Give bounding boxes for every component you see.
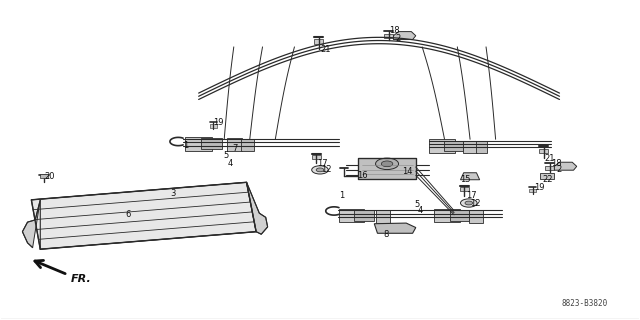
FancyBboxPatch shape — [545, 166, 554, 170]
FancyBboxPatch shape — [376, 210, 390, 223]
Text: 17: 17 — [466, 191, 476, 200]
FancyBboxPatch shape — [314, 39, 323, 44]
Text: 18: 18 — [551, 159, 562, 168]
Polygon shape — [22, 200, 40, 248]
FancyBboxPatch shape — [312, 155, 321, 159]
Circle shape — [465, 201, 472, 205]
FancyBboxPatch shape — [444, 140, 463, 151]
Text: 1: 1 — [339, 190, 344, 200]
Text: 3: 3 — [170, 189, 175, 198]
Text: 21: 21 — [320, 44, 330, 54]
Text: 15: 15 — [461, 175, 471, 184]
Text: 18: 18 — [389, 27, 399, 36]
Text: 19: 19 — [212, 118, 223, 127]
FancyBboxPatch shape — [435, 209, 460, 222]
Text: 1: 1 — [182, 141, 188, 150]
Polygon shape — [358, 158, 416, 179]
Polygon shape — [246, 182, 268, 234]
Circle shape — [316, 168, 324, 172]
Text: 12: 12 — [321, 165, 332, 174]
Polygon shape — [554, 162, 577, 170]
Text: 4: 4 — [227, 159, 233, 168]
FancyBboxPatch shape — [185, 137, 212, 151]
Circle shape — [376, 158, 399, 170]
Polygon shape — [374, 223, 416, 233]
FancyBboxPatch shape — [469, 210, 483, 223]
FancyBboxPatch shape — [529, 189, 536, 192]
FancyBboxPatch shape — [241, 139, 254, 151]
Text: 17: 17 — [317, 159, 328, 168]
Text: 22: 22 — [542, 175, 553, 184]
FancyBboxPatch shape — [40, 174, 48, 178]
FancyBboxPatch shape — [385, 34, 394, 38]
Text: 2: 2 — [556, 165, 561, 174]
Polygon shape — [31, 182, 256, 249]
Text: 21: 21 — [545, 154, 556, 163]
FancyBboxPatch shape — [429, 139, 455, 153]
FancyBboxPatch shape — [355, 210, 374, 221]
Text: 8823-B3820: 8823-B3820 — [561, 299, 607, 308]
FancyBboxPatch shape — [460, 188, 468, 191]
FancyBboxPatch shape — [463, 140, 477, 153]
Text: FR.: FR. — [71, 274, 92, 284]
FancyBboxPatch shape — [201, 138, 221, 149]
Text: 2: 2 — [396, 35, 401, 44]
Circle shape — [461, 199, 477, 207]
FancyBboxPatch shape — [476, 141, 487, 153]
FancyBboxPatch shape — [451, 210, 469, 221]
Text: 19: 19 — [534, 183, 545, 192]
Text: 5: 5 — [414, 200, 419, 209]
Circle shape — [312, 166, 328, 174]
Text: 6: 6 — [125, 210, 131, 219]
Text: 12: 12 — [470, 198, 481, 207]
Text: 8: 8 — [384, 230, 389, 239]
Text: 7: 7 — [232, 144, 237, 153]
Text: 20: 20 — [44, 172, 54, 181]
Polygon shape — [461, 173, 479, 180]
Text: 4: 4 — [418, 206, 423, 215]
Polygon shape — [394, 32, 416, 40]
Text: 14: 14 — [402, 167, 412, 176]
FancyBboxPatch shape — [539, 148, 548, 153]
Text: 5: 5 — [223, 151, 228, 160]
Text: 16: 16 — [357, 172, 367, 180]
FancyBboxPatch shape — [227, 138, 242, 151]
FancyBboxPatch shape — [209, 124, 217, 127]
Circle shape — [381, 161, 393, 167]
Polygon shape — [540, 173, 554, 179]
FancyBboxPatch shape — [339, 209, 364, 222]
